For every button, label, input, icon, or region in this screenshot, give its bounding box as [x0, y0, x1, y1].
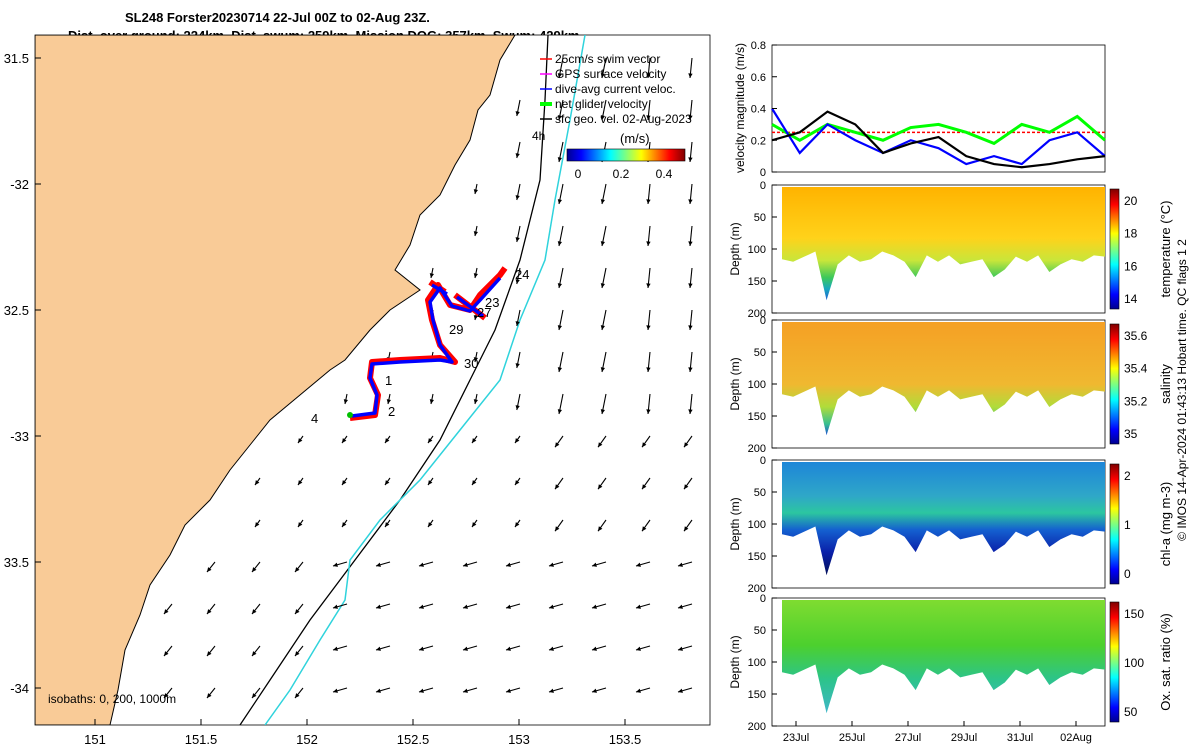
oxygen-colorbar-tick: 100: [1124, 656, 1144, 670]
oxygen-ylabel: Depth (m): [728, 635, 742, 688]
lon-tick-label: 153.5: [609, 732, 642, 747]
label-4h: 4h: [532, 129, 545, 143]
temperature-colorbar-label: temperature (°C): [1158, 201, 1173, 298]
salinity-colorbar-tick: 35: [1124, 427, 1138, 441]
depth-tick-label: 150: [748, 411, 766, 423]
chla-colorbar-label: chl-a (mg m-3): [1158, 482, 1173, 567]
colorbar-tick-1: 0.2: [613, 167, 630, 181]
velocity-ytick-label: 0.2: [751, 135, 766, 147]
salinity-colorbar-tick: 35.2: [1124, 394, 1148, 408]
lon-tick-label: 152: [296, 732, 318, 747]
track-day-label: 24: [515, 267, 529, 282]
copyright-note: © IMOS 14-Apr-2024 01:43:13 Hobart time.…: [1175, 239, 1189, 541]
velocity-ytick-label: 0.8: [751, 40, 766, 52]
depth-tick-label: 100: [748, 657, 766, 669]
temperature-colorbar-tick: 18: [1124, 227, 1138, 241]
isobath-label: isobaths: 0, 200, 1000m: [48, 692, 176, 706]
track-day-label: 4: [311, 411, 318, 426]
track-day-label: 29: [449, 322, 463, 337]
depth-tick-label: 0: [760, 593, 766, 605]
time-tick-label: 31Jul: [1007, 732, 1033, 744]
depth-tick-label: 0: [760, 455, 766, 467]
oxygen-panel: 0 50 100 150 200 Depth (m) 50 100 150 Ox. sat. ra…: [728, 593, 1173, 733]
depth-tick-label: 50: [754, 347, 766, 359]
depth-tick-label: 100: [748, 519, 766, 531]
oxygen-colorbar-tick: 50: [1124, 705, 1138, 719]
velocity-panel: 0 0.2 0.4 0.6 0.8 velocity magnitude (m/s): [733, 40, 1105, 179]
depth-tick-label: 0: [760, 315, 766, 327]
time-tick-label: 02Aug: [1060, 732, 1092, 744]
depth-tick-label: 150: [748, 276, 766, 288]
temperature-colorbar-tick: 20: [1124, 194, 1138, 208]
track-day-label: 1: [385, 373, 392, 388]
lat-tick-label: -32: [10, 177, 29, 192]
lat-tick-label: 32.5: [4, 303, 29, 318]
salinity-panel: 0 50 100 150 200 Depth (m) 35 35.2 35.4 35.6 salin…: [728, 315, 1173, 455]
salinity-colorbar: [1110, 324, 1119, 444]
lon-tick-label: 153: [508, 732, 530, 747]
depth-tick-label: 150: [748, 689, 766, 701]
oxygen-colorbar-tick: 150: [1124, 607, 1144, 621]
depth-tick-label: 50: [754, 625, 766, 637]
depth-tick-label: 100: [748, 244, 766, 256]
salinity-colorbar-tick: 35.4: [1124, 362, 1148, 376]
legend-label: net glider velocity: [555, 97, 648, 111]
lon-tick-label: 151: [84, 732, 106, 747]
time-tick-label: 29Jul: [951, 732, 977, 744]
salinity-colorbar-tick: 35.6: [1124, 329, 1148, 343]
lon-tick-label: 151.5: [185, 732, 218, 747]
chla-colorbar-tick: 1: [1124, 518, 1131, 532]
track-day-label: 30: [464, 356, 478, 371]
chla-panel: 0 50 100 150 200 Depth (m) 0 1 2 chl-a (mg m-3): [728, 455, 1173, 595]
time-tick-label: 27Jul: [895, 732, 921, 744]
depth-tick-label: 50: [754, 487, 766, 499]
depth-tick-label: 150: [748, 551, 766, 563]
track-day-label: 27: [477, 305, 491, 320]
track-day-label: 2: [388, 404, 395, 419]
depth-tick-label: 50: [754, 212, 766, 224]
temperature-colorbar-tick: 14: [1124, 292, 1138, 306]
oxygen-colorbar-label: Ox. sat. ratio (%): [1158, 613, 1173, 711]
track-start-marker: [347, 412, 353, 418]
colorbar-tick-2: 0.4: [656, 167, 673, 181]
legend-label: GPS surface velocity: [555, 67, 666, 81]
temperature-colorbar: [1110, 189, 1119, 309]
lat-tick-label: -33: [10, 429, 29, 444]
lon-tick-label: 152.5: [397, 732, 430, 747]
depth-tick-label: 200: [748, 443, 766, 455]
velocity-ytick-label: 0: [760, 167, 766, 179]
time-tick-label: 25Jul: [839, 732, 865, 744]
depth-tick-label: 0: [760, 180, 766, 192]
legend-label: dive-avg current veloc.: [555, 82, 676, 96]
lat-tick-label: 31.5: [4, 51, 29, 66]
depth-tick-label: 200: [748, 721, 766, 733]
time-tick-label: 23Jul: [783, 732, 809, 744]
temperature-colorbar-tick: 16: [1124, 259, 1138, 273]
figure-canvas: 4h 2423272930124 isobaths: 0, 200, 1000m…: [0, 0, 1200, 750]
chla-colorbar: [1110, 464, 1119, 584]
chla-colorbar-tick: 2: [1124, 469, 1131, 483]
salinity-colorbar-label: salinity: [1158, 364, 1173, 404]
oxygen-colorbar: [1110, 602, 1119, 722]
chla-ylabel: Depth (m): [728, 497, 742, 550]
temperature-panel: 050100150200Depth (m)14161820 temperature…: [728, 180, 1173, 320]
legend-label: sfc geo. vel. 02-Aug-2023: [555, 112, 692, 126]
velocity-ylabel: velocity magnitude (m/s): [733, 43, 747, 173]
legend-label: 25cm/s swim vector: [555, 52, 660, 66]
colorbar-gradient: [567, 149, 685, 161]
depth-tick-label: 100: [748, 379, 766, 391]
lat-tick-label: 33.5: [4, 555, 29, 570]
figure: SL248 Forster20230714 22-Jul 00Z to 02-A…: [0, 0, 1200, 750]
salinity-ylabel: Depth (m): [728, 357, 742, 410]
velocity-ytick-label: 0.4: [751, 104, 766, 116]
colorbar-unit: (m/s): [620, 131, 650, 146]
colorbar-tick-0: 0: [575, 167, 582, 181]
velocity-frame: [772, 45, 1105, 172]
temperature-ylabel: Depth (m): [728, 222, 742, 275]
velocity-ytick-label: 0.6: [751, 72, 766, 84]
chla-colorbar-tick: 0: [1124, 567, 1131, 581]
lat-tick-label: -34: [10, 681, 29, 696]
